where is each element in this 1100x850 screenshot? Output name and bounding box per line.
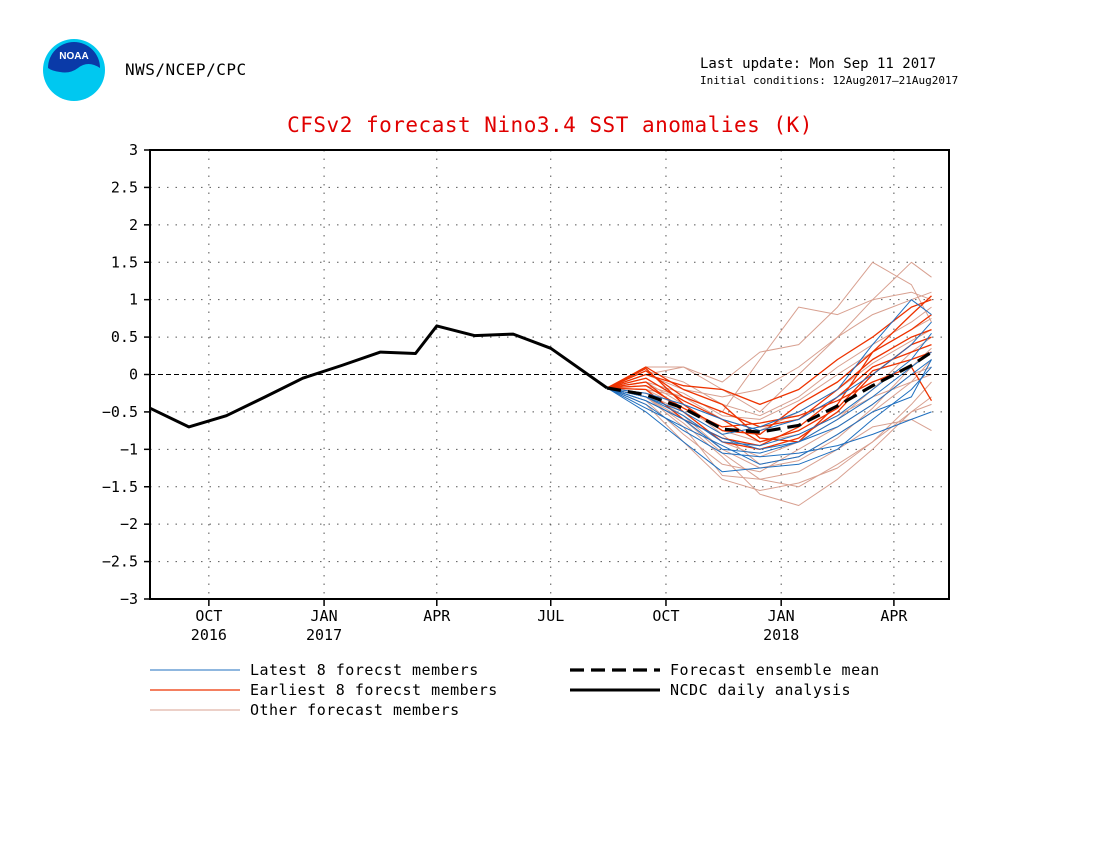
y-tick-label: −1.5 xyxy=(102,478,138,496)
y-tick-label: −3 xyxy=(120,590,138,608)
y-tick-label: 0 xyxy=(129,366,138,384)
chart-title: CFSv2 forecast Nino3.4 SST anomalies (K) xyxy=(287,113,813,137)
main-lines-group xyxy=(149,324,933,434)
legend-other-label: Other forecast members xyxy=(250,701,460,719)
latest-member-line xyxy=(606,299,932,435)
last-update: Last update: Mon Sep 11 2017 xyxy=(700,56,937,72)
earliest-member-line xyxy=(606,351,932,443)
y-tick-label: −1 xyxy=(120,440,138,458)
noaa-logo-bird xyxy=(48,42,100,73)
latest-member-line xyxy=(606,359,932,465)
analysis-line xyxy=(149,324,608,429)
legend: Latest 8 forecst members Earliest 8 forec… xyxy=(150,661,880,719)
x-tick-label: JUL xyxy=(537,607,564,625)
ensemble-mean-line xyxy=(606,350,933,434)
y-tick-label: 0.5 xyxy=(111,328,138,346)
other-member-line xyxy=(607,329,932,432)
x-tick-label: JAN xyxy=(311,607,338,625)
y-tick-label: 1.5 xyxy=(111,253,138,271)
x-tick-year-label: 2018 xyxy=(763,626,799,644)
other-member-line xyxy=(606,381,932,491)
x-tick-year-label: 2016 xyxy=(191,626,227,644)
x-tick-label: APR xyxy=(423,607,451,625)
x-tick-label: APR xyxy=(880,607,908,625)
y-tick-label: 2 xyxy=(129,216,138,234)
x-tick-year-label: 2017 xyxy=(306,626,342,644)
axes-group: 32.521.510.50−0.5−1−1.5−2−2.5−3OCT2016JA… xyxy=(102,141,950,644)
other-member-line xyxy=(606,291,932,398)
y-tick-label: −2.5 xyxy=(102,553,138,571)
x-tick-label: OCT xyxy=(652,607,679,625)
legend-mean-label: Forecast ensemble mean xyxy=(670,661,880,679)
y-tick-label: 3 xyxy=(129,141,138,159)
latest-member-line xyxy=(607,321,932,432)
legend-earliest-label: Earliest 8 forecst members xyxy=(250,681,498,699)
initial-conditions: Initial conditions: 12Aug2017–21Aug2017 xyxy=(700,74,959,87)
earliest-member-line xyxy=(606,328,932,428)
noaa-logo-text: NOAA xyxy=(59,51,88,62)
y-tick-label: −2 xyxy=(120,515,138,533)
grid-lines xyxy=(150,150,949,599)
agency-name: NWS/NCEP/CPC xyxy=(125,60,247,79)
x-tick-label: OCT xyxy=(195,607,222,625)
x-tick-label: JAN xyxy=(768,607,795,625)
other-member-line xyxy=(607,336,932,458)
legend-latest-label: Latest 8 forecst members xyxy=(250,661,479,679)
y-tick-label: 2.5 xyxy=(111,178,138,196)
plot-frame xyxy=(149,149,950,600)
other-member-line xyxy=(606,261,932,389)
noaa-logo: NOAA xyxy=(43,39,105,101)
latest-member-line xyxy=(606,359,932,454)
other-member-line xyxy=(606,291,932,413)
y-tick-label: 1 xyxy=(129,291,138,309)
legend-analysis-label: NCDC daily analysis xyxy=(670,681,851,699)
y-tick-label: −0.5 xyxy=(102,403,138,421)
